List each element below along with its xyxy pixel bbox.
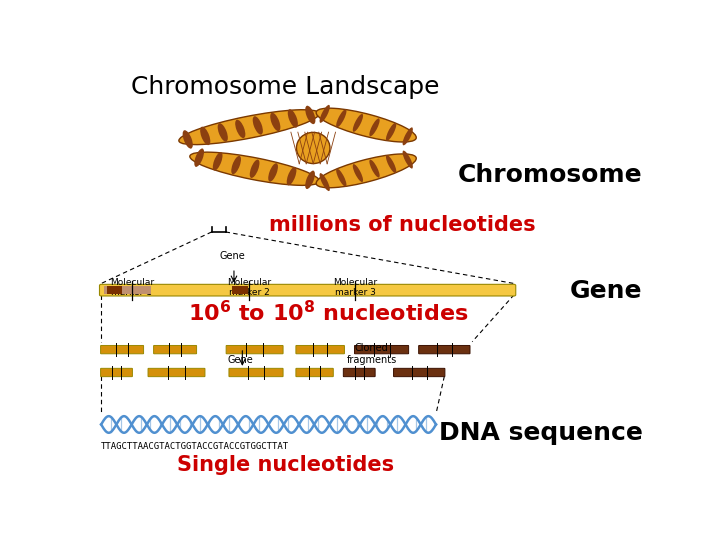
Ellipse shape [316, 154, 416, 188]
Ellipse shape [288, 109, 298, 127]
Text: Molecular
marker 2: Molecular marker 2 [227, 278, 271, 297]
Ellipse shape [183, 130, 193, 148]
FancyBboxPatch shape [354, 346, 409, 354]
Ellipse shape [369, 118, 379, 136]
Text: Molecular
marker 1: Molecular marker 1 [109, 278, 154, 297]
Ellipse shape [402, 127, 413, 145]
Text: Single nucleotides: Single nucleotides [176, 455, 394, 475]
FancyBboxPatch shape [101, 346, 143, 354]
Bar [233, 286, 248, 294]
Ellipse shape [402, 151, 413, 168]
Ellipse shape [353, 114, 363, 132]
Ellipse shape [320, 105, 330, 123]
FancyBboxPatch shape [296, 368, 333, 377]
FancyBboxPatch shape [394, 368, 445, 377]
Ellipse shape [336, 168, 346, 186]
Ellipse shape [190, 152, 320, 185]
Ellipse shape [305, 106, 315, 124]
Ellipse shape [386, 155, 396, 173]
Ellipse shape [287, 167, 297, 185]
Ellipse shape [270, 113, 280, 131]
Ellipse shape [369, 160, 379, 178]
FancyBboxPatch shape [153, 346, 197, 354]
Ellipse shape [305, 171, 315, 189]
Ellipse shape [231, 156, 241, 174]
Ellipse shape [336, 110, 346, 127]
Ellipse shape [297, 132, 330, 164]
Ellipse shape [253, 116, 263, 134]
Text: Gene: Gene [228, 355, 253, 365]
FancyBboxPatch shape [99, 285, 516, 296]
Text: Gene: Gene [220, 251, 246, 261]
Ellipse shape [194, 148, 204, 167]
Bar [107, 286, 122, 294]
Text: Cloned
fragments: Cloned fragments [346, 343, 397, 365]
Text: Gene: Gene [570, 279, 642, 303]
FancyBboxPatch shape [101, 368, 132, 377]
Ellipse shape [353, 164, 363, 182]
Text: TTAGCTTAACGTACTGGTACCGTACCGTGGCTTAT: TTAGCTTAACGTACTGGTACCGTACCGTGGCTTAT [101, 442, 289, 451]
Ellipse shape [320, 173, 330, 191]
Ellipse shape [200, 127, 210, 145]
FancyBboxPatch shape [418, 346, 470, 354]
FancyBboxPatch shape [226, 346, 283, 354]
Ellipse shape [316, 108, 416, 142]
Ellipse shape [179, 110, 319, 145]
Ellipse shape [269, 163, 278, 181]
Ellipse shape [235, 120, 246, 138]
Text: Molecular
marker 3: Molecular marker 3 [333, 278, 377, 297]
FancyBboxPatch shape [148, 368, 205, 377]
Ellipse shape [250, 159, 259, 178]
FancyBboxPatch shape [343, 368, 375, 377]
Text: millions of nucleotides: millions of nucleotides [269, 215, 536, 235]
Text: DNA sequence: DNA sequence [438, 421, 642, 445]
Text: Chromosome: Chromosome [458, 163, 642, 187]
FancyBboxPatch shape [296, 346, 344, 354]
Ellipse shape [217, 123, 228, 141]
Ellipse shape [213, 152, 222, 171]
Ellipse shape [386, 123, 396, 141]
Text: $\mathbf{10^6}$ to $\mathbf{10^8}$ nucleotides: $\mathbf{10^6}$ to $\mathbf{10^8}$ nucle… [188, 300, 469, 325]
Bar [104, 286, 151, 294]
FancyBboxPatch shape [229, 368, 283, 377]
Text: Chromosome Landscape: Chromosome Landscape [131, 75, 439, 99]
